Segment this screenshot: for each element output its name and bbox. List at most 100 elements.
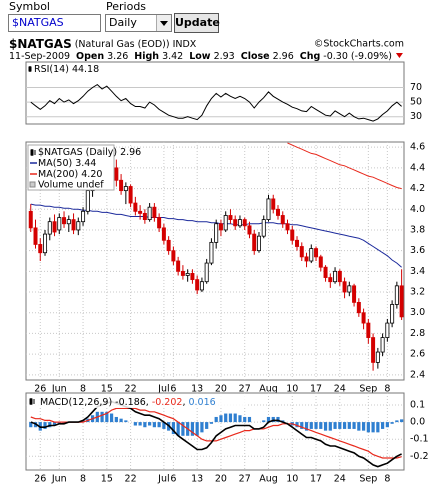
candle-body [38,244,43,254]
candle-body [119,179,124,192]
legend-icon [28,66,32,72]
candle-body [295,239,300,247]
y-tick-label: 3.4 [410,266,425,277]
update-button[interactable]: Update [174,13,220,33]
candle-body [399,285,404,318]
x-tick-label: 27 [239,474,251,485]
y-tick-label: 0.1 [410,399,425,410]
legend-value: 3.44 [75,158,96,169]
histogram-bar [361,422,366,431]
histogram-bar [338,422,342,429]
candle-body [142,212,147,221]
ma-line [287,142,402,190]
symbol-input[interactable]: $NATGAS [8,14,101,32]
histogram-bar [228,413,233,423]
histogram-bar [295,422,299,428]
candle-body [157,217,162,229]
candle-body [190,273,195,281]
quote-value: 3.42 [162,51,183,62]
symbol: $NATGAS [9,37,72,51]
x-tick-label: 26 [34,384,46,395]
candle-body [66,219,71,225]
y-tick-label: -0.1 [410,434,429,445]
histogram-bar [238,415,242,423]
histogram-bar [205,422,209,429]
legend-icon [29,398,35,405]
legend-value: 2.96 [120,147,141,158]
histogram-bar [319,422,323,429]
histogram-bar [233,413,237,423]
candle-body [114,167,119,181]
rsi-line [30,83,402,122]
x-tick-label: 13 [191,474,203,485]
histogram-bar [224,413,228,423]
legend-value: -0.186 [115,397,146,408]
x-tick-label: 20 [215,474,227,485]
histogram-bar [395,420,399,423]
x-tick-label: 17 [310,384,322,395]
legend-entry: $NATGAS (Daily) 2.96 [38,147,141,158]
histogram-bar [371,422,375,433]
y-tick-label: 3.2 [410,287,425,298]
quote-label: Open [76,51,104,62]
symbol-name: (Natural Gas (EOD)) [75,39,170,50]
legend-name: MACD(12,26,9) [40,397,112,408]
x-tick-label: 6 [170,384,176,395]
candle-body [161,227,166,241]
y-tick-label: 4.0 [410,204,425,215]
histogram-bar [148,422,152,426]
candle-body [166,239,171,252]
histogram-bar [276,416,280,423]
legend-value: -0.202 [152,397,183,408]
y-tick-label: 4.4 [410,162,425,173]
histogram-bar [309,422,313,429]
histogram-bar [342,422,347,429]
y-tick-label: 4.2 [410,183,425,194]
histogram-bar [400,419,404,423]
candle-body [356,301,361,314]
candle-body [209,241,214,264]
histogram-bar [385,422,389,428]
x-tick-label: 10 [286,474,298,485]
candle-body [133,202,138,212]
histogram-bar [243,416,247,423]
x-tick-label: 24 [334,384,346,395]
histogram-bar [195,422,199,436]
histogram-bar [366,422,370,433]
candle-body [252,233,257,252]
candle-body [266,198,271,221]
candle-body [199,281,204,291]
x-tick-label: Aug [259,474,278,485]
x-tick-label: 15 [101,474,113,485]
histogram-bar [214,416,218,423]
candle-body [204,262,209,283]
periods-select[interactable]: Daily [105,14,172,32]
histogram-bar [247,416,252,423]
select-arrow [156,15,171,31]
candle-body [180,270,185,276]
candle-body [256,235,261,252]
histogram-bar [109,413,114,423]
legend-entry: RSI(14) 44.18 [34,64,99,75]
histogram-bar [29,422,33,428]
legend-swatch [29,181,36,188]
histogram-bar [266,416,271,423]
histogram-bar [219,415,223,423]
candle-body [152,206,157,218]
x-tick-label: 22 [125,474,137,485]
candle-body [76,221,81,231]
candle-body [309,248,314,262]
candle-body [280,215,285,225]
histogram-bar [271,416,275,423]
histogram-bar [200,422,204,433]
histogram-bar [124,420,128,423]
histogram-bar [304,422,309,431]
y-tick-label: 3.6 [410,245,425,256]
histogram-bar [381,422,385,429]
x-tick-label: Sep [359,474,377,485]
candle-body [290,229,295,241]
candle-body [28,210,33,229]
legend-value: 44.18 [72,64,99,75]
